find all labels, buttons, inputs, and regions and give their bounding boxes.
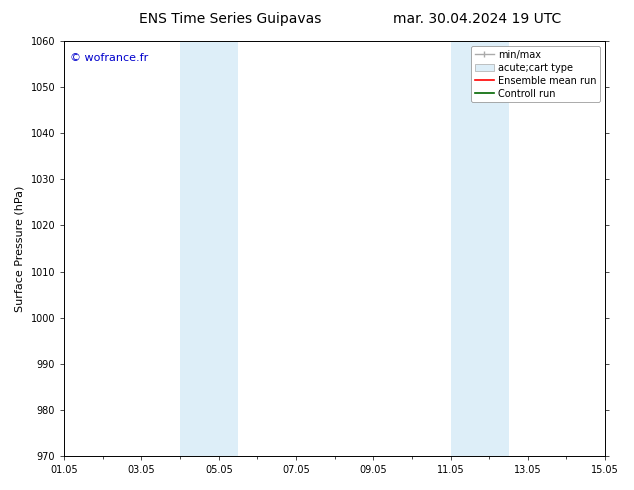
Text: ENS Time Series Guipavas: ENS Time Series Guipavas xyxy=(139,12,322,26)
Text: © wofrance.fr: © wofrance.fr xyxy=(70,53,148,64)
Bar xyxy=(180,41,200,456)
Y-axis label: Surface Pressure (hPa): Surface Pressure (hPa) xyxy=(15,185,25,312)
Bar xyxy=(200,41,238,456)
Legend: min/max, acute;cart type, Ensemble mean run, Controll run: min/max, acute;cart type, Ensemble mean … xyxy=(470,46,600,102)
Bar xyxy=(470,41,508,456)
Bar xyxy=(451,41,470,456)
Text: mar. 30.04.2024 19 UTC: mar. 30.04.2024 19 UTC xyxy=(393,12,561,26)
